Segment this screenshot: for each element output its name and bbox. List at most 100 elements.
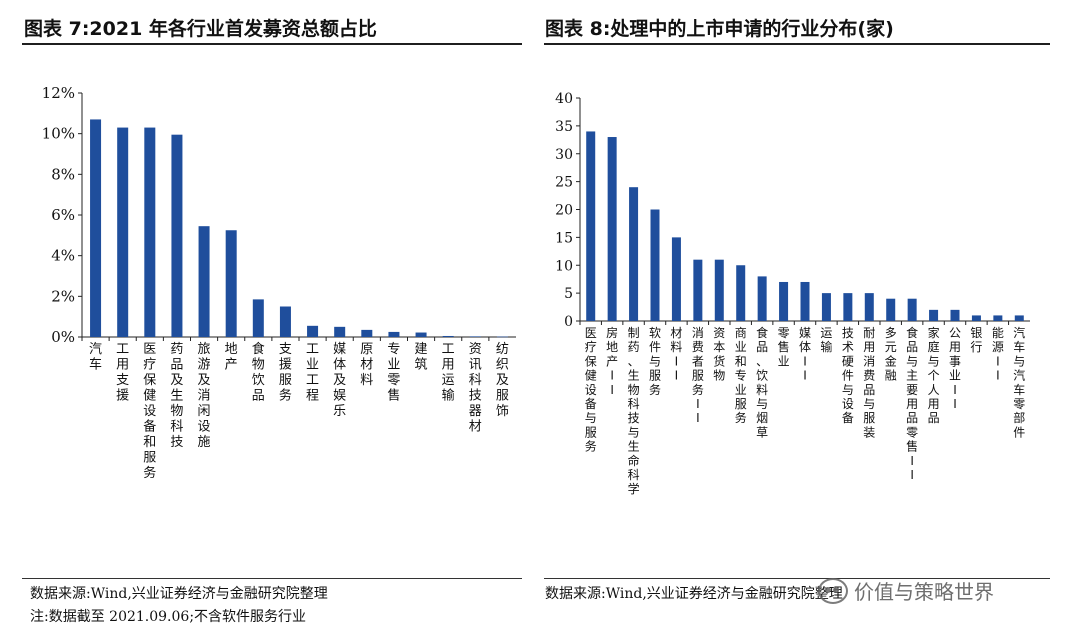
left-title-rule bbox=[22, 43, 522, 45]
x-tick-label: 医疗保健设备与服务 bbox=[585, 326, 597, 454]
y-tick-label: 20 bbox=[555, 203, 573, 219]
y-tick-label: 0 bbox=[564, 314, 573, 330]
x-tick-label: 能源 I I bbox=[992, 326, 1004, 383]
x-tick-label: 旅游及消闲设施 bbox=[198, 342, 211, 450]
x-tick-label: 软件与服务 bbox=[649, 326, 661, 397]
x-tick-label: 公用事业 I I bbox=[949, 326, 961, 411]
bar bbox=[929, 309, 939, 321]
bar bbox=[198, 226, 210, 337]
x-tick-label: 建筑 bbox=[415, 342, 428, 373]
bar bbox=[693, 259, 703, 321]
bar bbox=[779, 281, 789, 321]
bar bbox=[171, 134, 183, 337]
y-tick-label: 4% bbox=[51, 247, 75, 265]
x-tick-label: 耐用消费品与服装 bbox=[863, 326, 875, 439]
x-tick-label: 工用运输 bbox=[442, 342, 455, 404]
y-tick-label: 15 bbox=[555, 230, 573, 246]
x-tick-label: 材料 I I bbox=[670, 326, 682, 383]
bar bbox=[307, 325, 319, 337]
bar bbox=[629, 187, 639, 321]
bar bbox=[279, 306, 291, 337]
watermark: 价值与策略世界 bbox=[818, 576, 994, 605]
x-tick-label: 汽车 bbox=[89, 342, 102, 373]
x-tick-label: 工业工程 bbox=[306, 342, 319, 404]
bar bbox=[736, 265, 746, 321]
bar bbox=[252, 299, 264, 337]
y-tick-label: 25 bbox=[555, 175, 573, 191]
bar bbox=[144, 127, 156, 337]
left-footer-rule bbox=[22, 578, 522, 579]
y-tick-label: 10 bbox=[555, 258, 573, 274]
x-tick-label: 汽车与汽车零部件 bbox=[1013, 325, 1025, 439]
x-tick-label: 药品及生物科技 bbox=[170, 342, 183, 450]
bar bbox=[388, 331, 400, 337]
y-tick-label: 35 bbox=[555, 119, 573, 135]
bar bbox=[714, 259, 724, 321]
left-footnote: 注:数据截至 2021.09.06;不含软件服务行业 bbox=[30, 609, 307, 625]
bar bbox=[650, 209, 660, 321]
x-tick-label: 医疗保健设备和服务 bbox=[143, 342, 156, 481]
x-tick-label: 商业和专业服务 bbox=[735, 325, 747, 425]
bar bbox=[586, 131, 596, 321]
bar bbox=[90, 119, 102, 337]
y-tick-label: 30 bbox=[555, 147, 573, 163]
left-source-note: 数据来源:Wind,兴业证券经济与金融研究院整理 bbox=[30, 586, 328, 602]
bar bbox=[334, 326, 346, 337]
bar bbox=[821, 293, 831, 321]
x-tick-label: 原材料 bbox=[360, 342, 373, 388]
bar bbox=[971, 315, 981, 321]
bar bbox=[950, 309, 960, 321]
x-tick-label: 运输 bbox=[820, 326, 832, 354]
bar bbox=[993, 315, 1003, 321]
x-tick-label: 工用支援 bbox=[116, 342, 129, 404]
bar bbox=[864, 293, 874, 321]
left-chart-title: 图表 7:2021 年各行业首发募资总额占比 bbox=[24, 18, 377, 40]
x-tick-label: 多元金融 bbox=[885, 326, 897, 383]
bar bbox=[117, 127, 129, 337]
y-tick-label: 5 bbox=[564, 286, 573, 302]
y-tick-label: 0% bbox=[51, 328, 75, 346]
right-footer-rule bbox=[544, 578, 1050, 579]
y-tick-label: 12% bbox=[42, 84, 75, 102]
watermark-text: 价值与策略世界 bbox=[854, 580, 994, 604]
x-tick-label: 食物饮品 bbox=[252, 341, 265, 404]
wechat-icon bbox=[818, 577, 848, 604]
bar bbox=[1014, 315, 1024, 321]
x-tick-label: 房地产 I I bbox=[606, 325, 618, 397]
bar bbox=[415, 332, 427, 337]
bar bbox=[442, 335, 454, 337]
bar bbox=[361, 329, 373, 337]
bar bbox=[907, 298, 917, 321]
bar bbox=[225, 230, 237, 337]
x-tick-label: 媒体及娱乐 bbox=[333, 342, 346, 419]
bar bbox=[843, 293, 853, 321]
x-tick-label: 食品与主要用品零售 I I bbox=[906, 325, 918, 482]
right-chart-title: 图表 8:处理中的上市申请的行业分布(家) bbox=[545, 18, 894, 40]
right-source-note: 数据来源:Wind,兴业证券经济与金融研究院整理 bbox=[545, 586, 843, 602]
x-tick-label: 专业零售 bbox=[387, 342, 400, 404]
x-tick-label: 技术硬件与设备 bbox=[842, 326, 854, 425]
x-tick-label: 零售业 bbox=[778, 326, 790, 368]
x-tick-label: 媒体 I I bbox=[799, 326, 811, 383]
x-tick-label: 银行 bbox=[970, 326, 982, 354]
bar bbox=[800, 281, 810, 321]
x-tick-label: 支援服务 bbox=[279, 342, 292, 404]
bar bbox=[886, 298, 896, 321]
x-tick-label: 资本货物 bbox=[713, 326, 725, 383]
bar bbox=[671, 237, 681, 321]
y-tick-label: 8% bbox=[51, 165, 75, 183]
bar bbox=[607, 137, 617, 321]
x-tick-label: 地产 bbox=[225, 342, 238, 373]
y-tick-label: 40 bbox=[555, 91, 573, 107]
x-tick-label: 消费者服务 I I bbox=[692, 326, 704, 425]
x-tick-label: 家庭与个人用品 bbox=[928, 325, 940, 425]
left-bar-chart: 0% 2% 4% 6% 8% 10% 12% 汽车 工用支援 医疗保健设备和服务 药品及生物科技 旅游… bbox=[42, 84, 516, 481]
x-tick-label: 纺织及服饰 bbox=[496, 342, 509, 419]
x-tick-label: 资讯科技器材 bbox=[469, 342, 482, 435]
bar bbox=[757, 276, 767, 321]
bar bbox=[496, 336, 508, 338]
y-tick-label: 6% bbox=[51, 206, 75, 224]
x-tick-label: 制药、生物科技与生命科学 bbox=[628, 326, 640, 496]
